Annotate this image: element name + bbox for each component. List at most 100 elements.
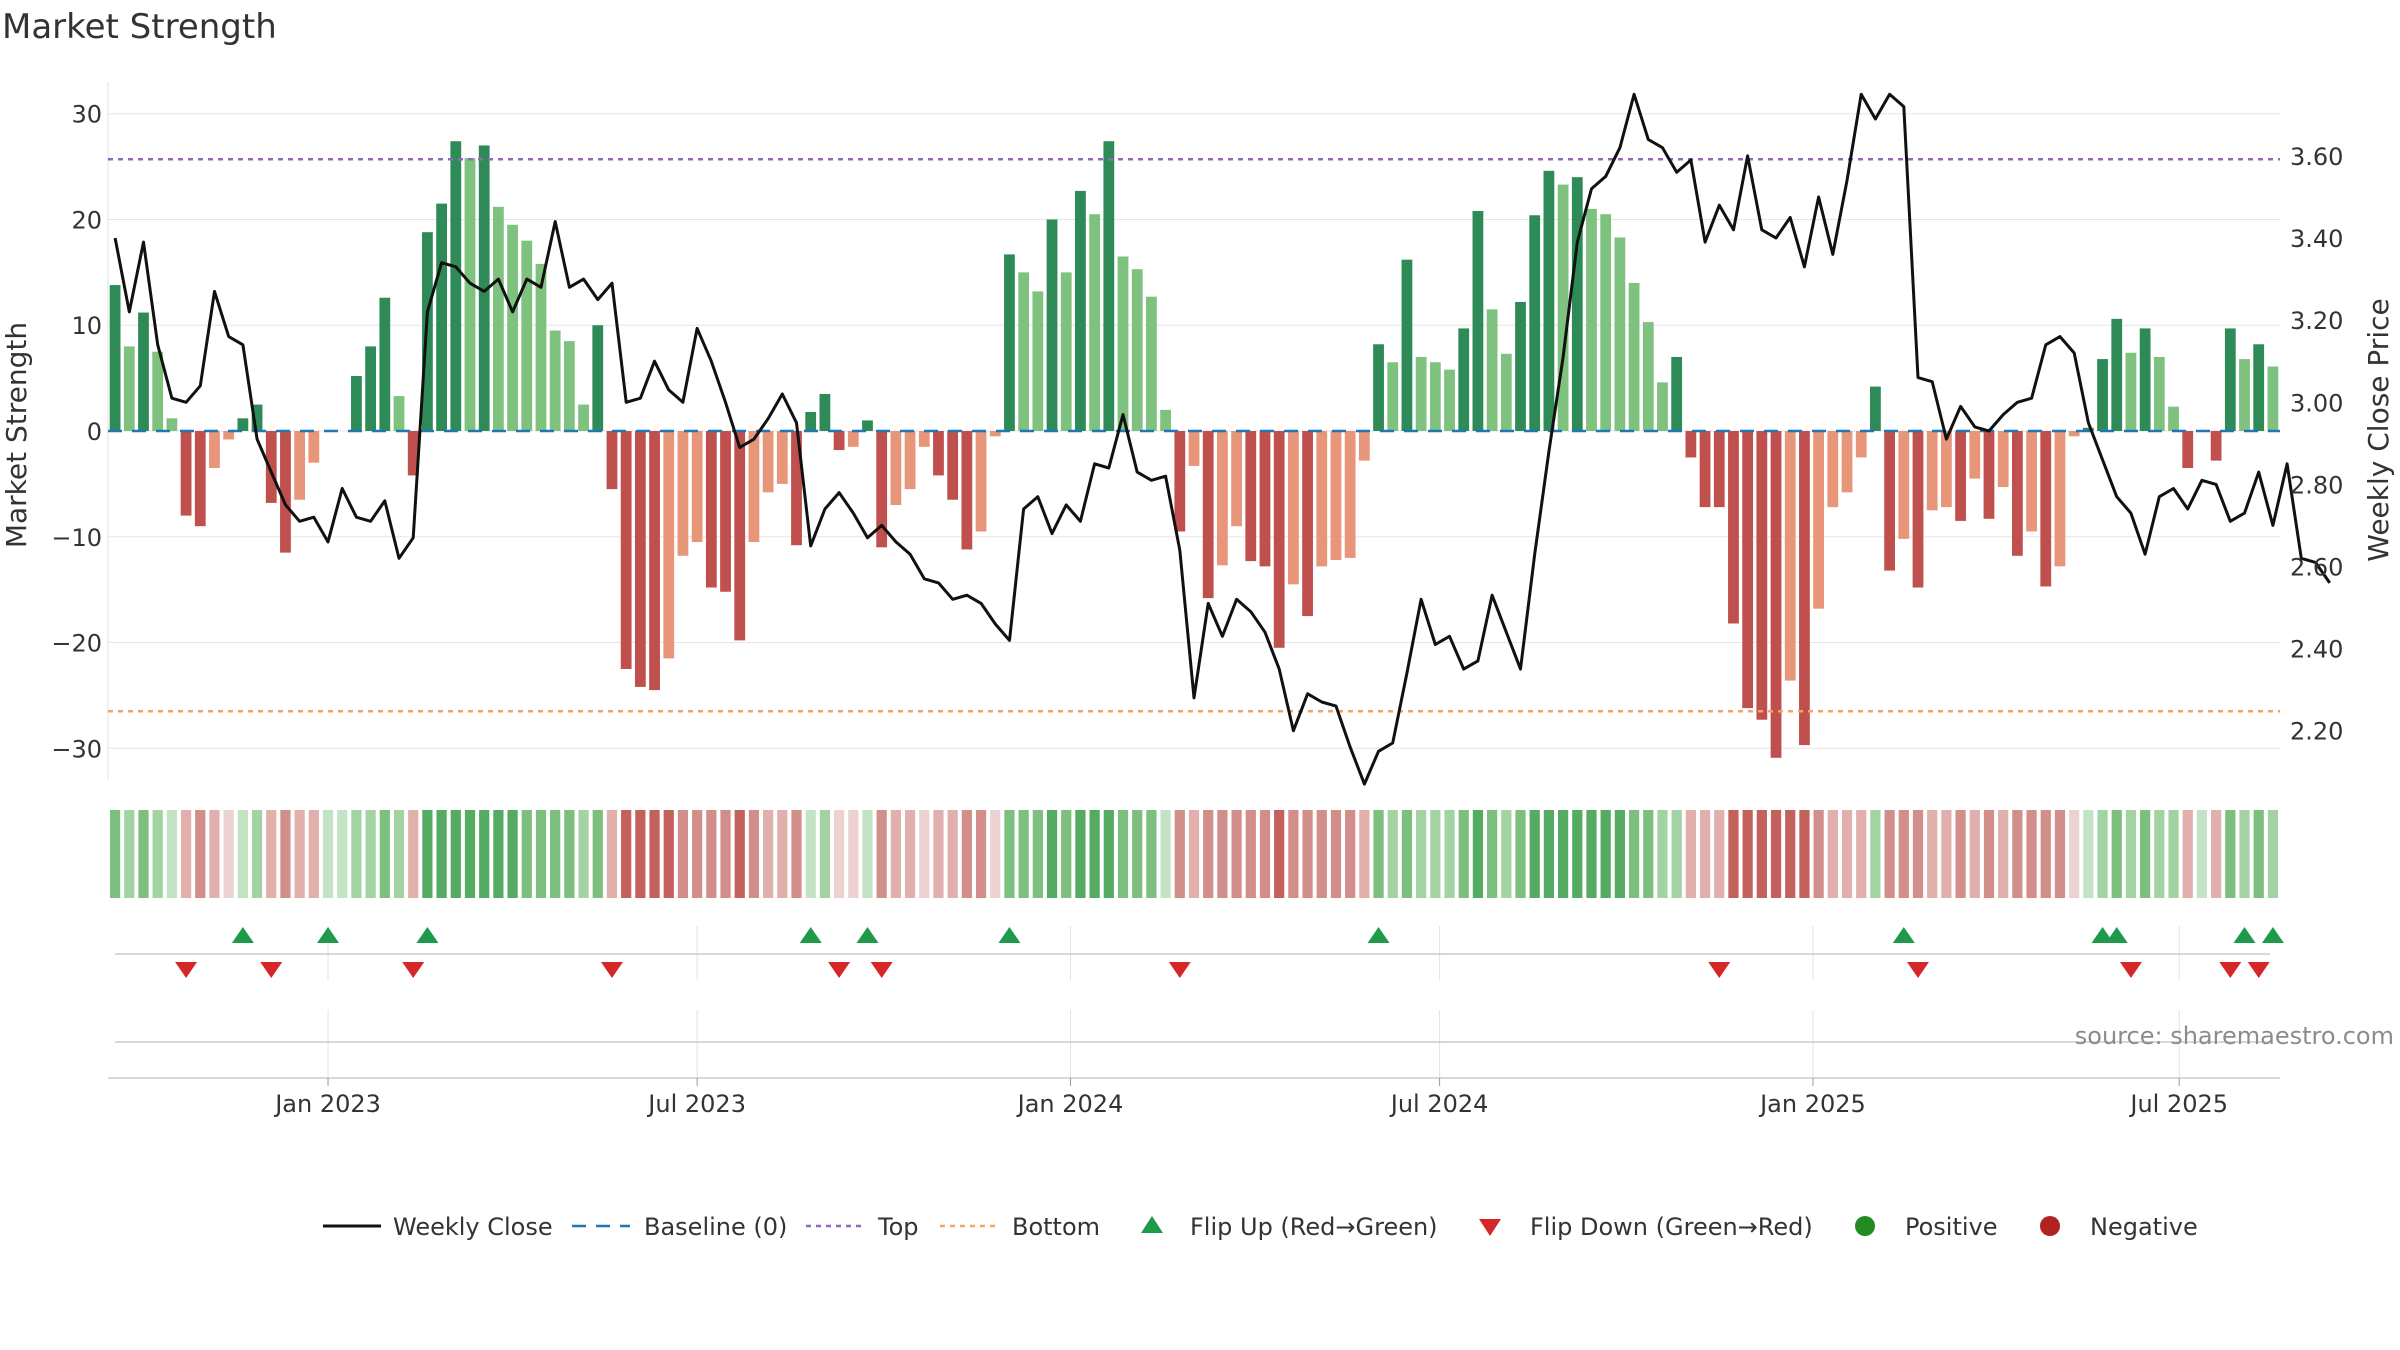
strength-bar (379, 297, 391, 431)
strength-bar (1614, 237, 1626, 431)
strip-cell (152, 810, 163, 898)
strip-cell (1501, 810, 1512, 898)
strength-bar (1415, 356, 1427, 431)
strip-cell (2154, 810, 2165, 898)
strip-cell (933, 810, 944, 898)
strength-bar (1302, 431, 1313, 617)
left-tick-label: 30 (71, 101, 102, 129)
strip-cell (1799, 810, 1810, 898)
strip-cell (322, 810, 334, 898)
strip-cell (1416, 810, 1427, 898)
strip-cell (464, 810, 476, 898)
legend: Weekly Close Baseline (0) Top Bottom Flip Up… (323, 1213, 2198, 1241)
strip-cell (1103, 810, 1114, 898)
legend-label: Weekly Close (393, 1213, 553, 1241)
reference-lines (108, 157, 2280, 713)
strip-cell (507, 810, 518, 898)
strip-cell (280, 810, 291, 898)
flip-down-marker (2219, 962, 2242, 978)
strength-bar (961, 431, 973, 550)
strip-cell (337, 810, 348, 898)
strip-cell (692, 810, 703, 898)
strip-cell (1586, 810, 1597, 898)
strength-bar (620, 431, 632, 669)
left-axis-ticks: 30 20 10 0 −10 −20 −30 (51, 101, 102, 764)
strip-cell (1770, 810, 1782, 898)
strength-bar (1444, 369, 1455, 431)
strength-bar (2125, 352, 2137, 431)
strip-cell (138, 810, 149, 898)
strength-bar (123, 346, 135, 431)
strength-bar (507, 224, 518, 431)
strip-cell (1061, 810, 1072, 898)
right-tick-label: 3.00 (2290, 389, 2343, 417)
strip-cell (833, 810, 845, 898)
strength-bar (308, 431, 320, 463)
strength-bar (1486, 309, 1498, 431)
left-tick-label: 20 (71, 206, 102, 234)
strength-bar (1969, 431, 1981, 479)
strip-cell (1728, 810, 1739, 898)
strip-cell (1515, 810, 1526, 898)
right-tick-label: 2.80 (2290, 471, 2343, 499)
strip-cell (1359, 810, 1370, 898)
legend-symbol-negative (2040, 1216, 2060, 1236)
strip-cell (1373, 810, 1384, 898)
flip-down-marker (1708, 962, 1731, 978)
strip-cell (564, 810, 575, 898)
strength-bar (1671, 356, 1683, 431)
flip-down-marker (870, 962, 893, 978)
close-line-group (113, 92, 2331, 786)
strip-cell (2239, 810, 2250, 898)
right-axis-ticks: 3.60 3.40 3.20 3.00 2.80 2.60 2.40 2.20 (2290, 143, 2343, 746)
strength-bar (918, 431, 930, 447)
strip-cell (2140, 810, 2151, 898)
strip-cell (1742, 810, 1753, 898)
strength-bar (521, 240, 533, 431)
strip-cell (2168, 810, 2179, 898)
strength-bar (776, 431, 788, 484)
strip-cell (706, 810, 717, 898)
strip-cell (308, 810, 319, 898)
strip-cell (805, 810, 816, 898)
strength-bar (237, 418, 249, 431)
strength-bar (1018, 272, 1030, 431)
strength-bar (1174, 431, 1186, 532)
strip-cell (1316, 810, 1327, 898)
strength-bar (933, 431, 944, 476)
left-tick-label: −20 (51, 630, 102, 658)
strength-bar (2168, 406, 2179, 431)
strip-cell (890, 810, 901, 898)
strip-cell (1827, 810, 1838, 898)
strength-bar (592, 325, 604, 431)
strip-cell (1614, 810, 1625, 898)
strength-bar (1287, 431, 1299, 585)
strip-cell (124, 810, 135, 898)
strip-cell (1117, 810, 1129, 898)
strength-bar (947, 431, 959, 500)
strength-bar (1004, 254, 1015, 431)
strip-cell (1132, 810, 1143, 898)
strip-cell (1756, 810, 1767, 898)
strip-cell (1274, 810, 1285, 898)
strip-cell (1430, 810, 1441, 898)
flip-up-marker (2105, 927, 2128, 943)
strip-cell (1898, 810, 1909, 898)
strength-bar (152, 351, 164, 431)
strength-bar (1870, 386, 1881, 431)
flip-up-marker (998, 927, 1021, 943)
strength-bar (1713, 431, 1725, 508)
strip-cell (1557, 810, 1569, 898)
strength-bar (1997, 431, 2009, 488)
strip-cell (479, 810, 490, 898)
strip-cell (436, 810, 447, 898)
strip-cell (422, 810, 433, 898)
strength-bar (251, 404, 263, 431)
strength-bar (464, 158, 476, 432)
strength-bar (1259, 431, 1271, 567)
flip-down-marker (402, 962, 425, 978)
legend-symbol-flip-down (1479, 1219, 1501, 1236)
strip-cell (1401, 810, 1413, 898)
strip-cell (266, 810, 277, 898)
strip-cell (1387, 810, 1398, 898)
